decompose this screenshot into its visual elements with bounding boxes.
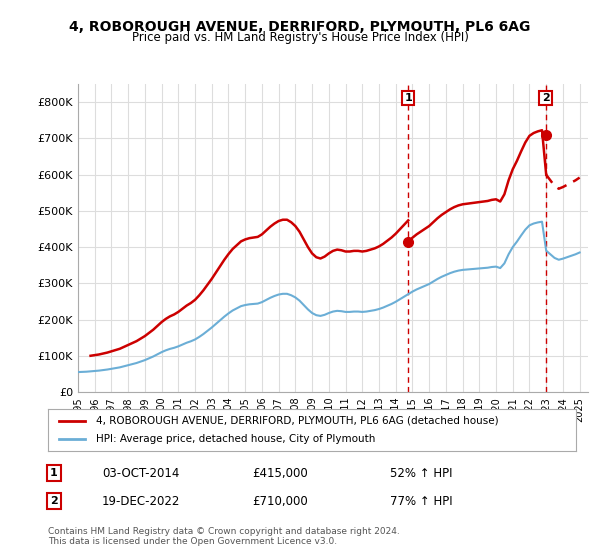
Text: 4, ROBOROUGH AVENUE, DERRIFORD, PLYMOUTH, PL6 6AG: 4, ROBOROUGH AVENUE, DERRIFORD, PLYMOUTH…	[70, 20, 530, 34]
Text: 19-DEC-2022: 19-DEC-2022	[102, 494, 181, 508]
Text: 77% ↑ HPI: 77% ↑ HPI	[390, 494, 452, 508]
Text: 1: 1	[50, 468, 58, 478]
Text: 4, ROBOROUGH AVENUE, DERRIFORD, PLYMOUTH, PL6 6AG (detached house): 4, ROBOROUGH AVENUE, DERRIFORD, PLYMOUTH…	[95, 416, 498, 426]
Text: Contains HM Land Registry data © Crown copyright and database right 2024.
This d: Contains HM Land Registry data © Crown c…	[48, 526, 400, 546]
Text: HPI: Average price, detached house, City of Plymouth: HPI: Average price, detached house, City…	[95, 434, 375, 444]
Text: Price paid vs. HM Land Registry's House Price Index (HPI): Price paid vs. HM Land Registry's House …	[131, 31, 469, 44]
Text: 2: 2	[542, 94, 550, 103]
Text: £710,000: £710,000	[252, 494, 308, 508]
Text: 03-OCT-2014: 03-OCT-2014	[102, 466, 179, 480]
Text: 1: 1	[404, 94, 412, 103]
Text: £415,000: £415,000	[252, 466, 308, 480]
Text: 52% ↑ HPI: 52% ↑ HPI	[390, 466, 452, 480]
Text: 2: 2	[50, 496, 58, 506]
